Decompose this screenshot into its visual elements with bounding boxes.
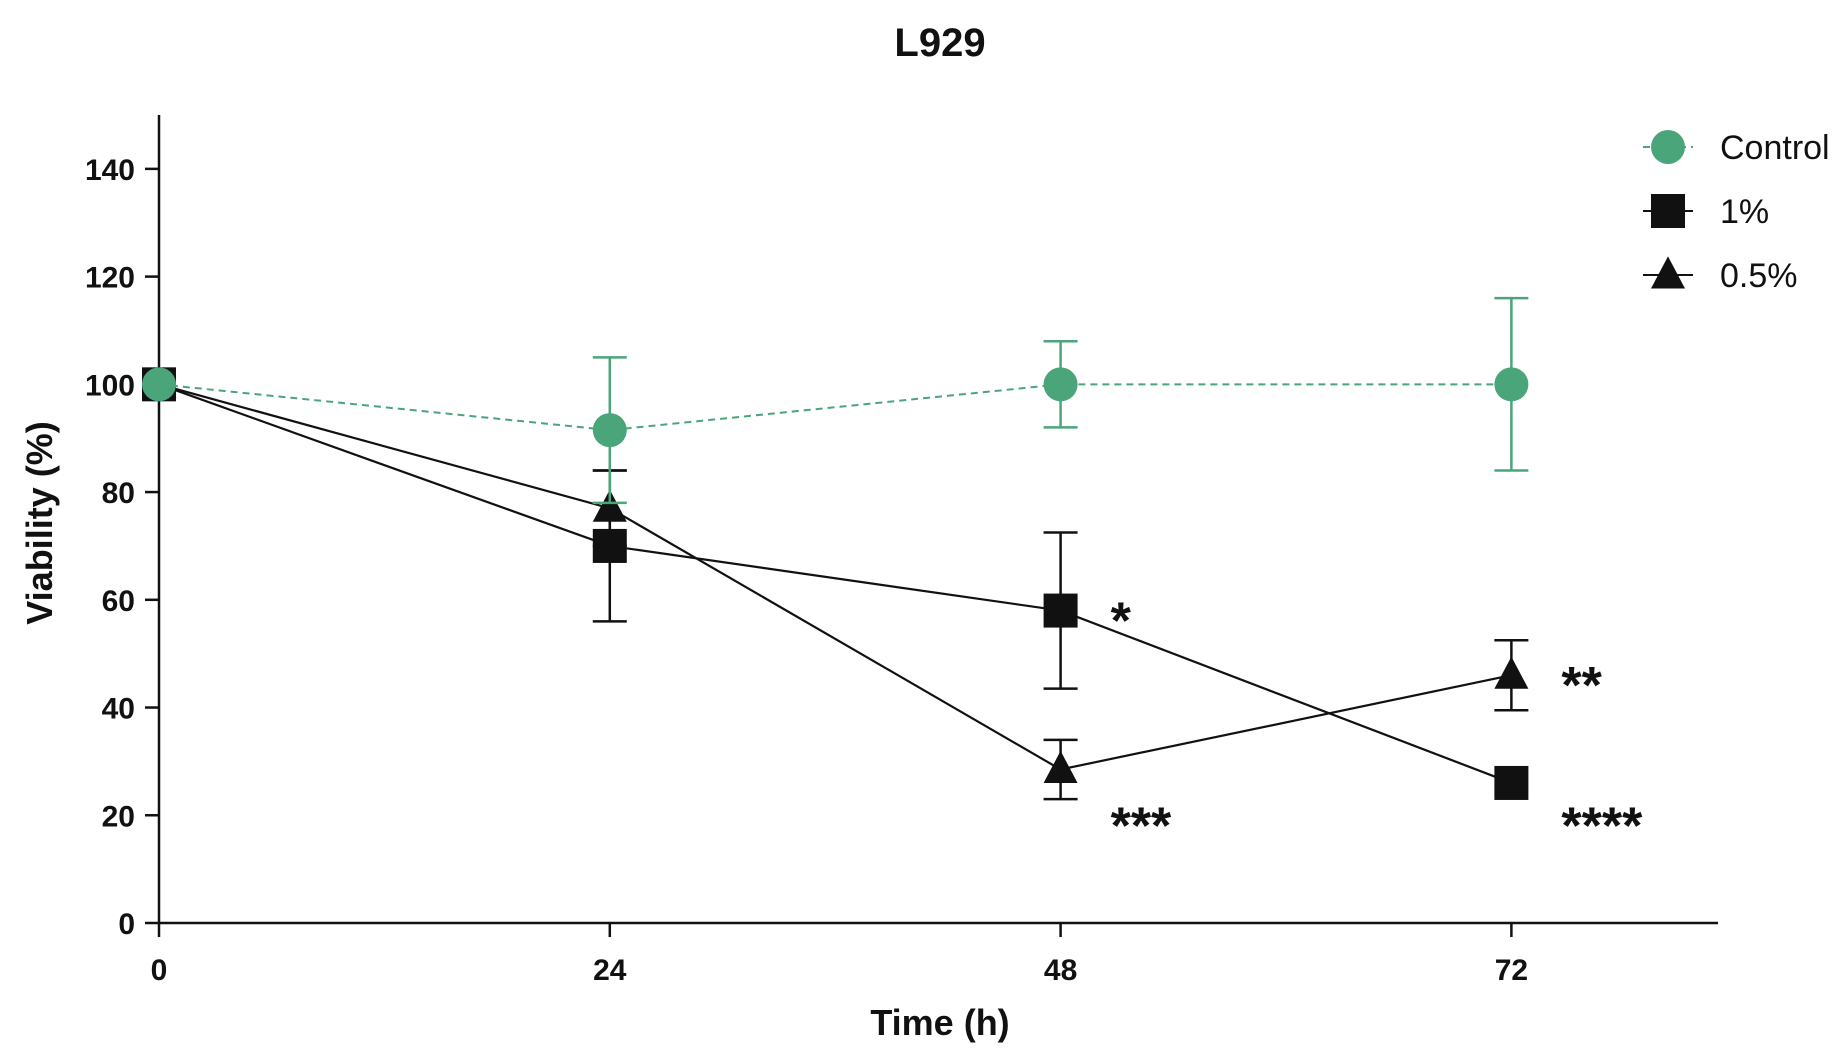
significance-marker: * — [1111, 593, 1132, 651]
x-tick-label: 0 — [151, 954, 168, 987]
legend-marker-control — [1651, 130, 1685, 164]
series-layer — [142, 296, 1529, 801]
data-point-control — [1043, 367, 1078, 402]
axes — [157, 115, 1718, 925]
significance-annotations: ********** — [1111, 593, 1644, 856]
y-tick-label: 20 — [102, 800, 135, 833]
y-tick-label: 80 — [102, 477, 135, 510]
x-tick-label: 72 — [1495, 954, 1528, 987]
legend: Control 1% 0.5% — [1643, 129, 1830, 295]
y-tick-label: 140 — [85, 154, 135, 187]
y-ticks: 0 20 40 60 80 100 120 140 — [85, 154, 159, 941]
x-tick-label: 48 — [1044, 954, 1077, 987]
significance-marker: *** — [1111, 797, 1172, 855]
data-point-control — [1494, 367, 1529, 402]
data-point-control — [592, 413, 627, 448]
legend-label: 0.5% — [1720, 257, 1798, 295]
series-line-1 — [158, 383, 1512, 784]
data-point-0-5 — [592, 489, 627, 522]
legend-marker-1 — [1651, 194, 1685, 228]
y-tick-label: 0 — [118, 908, 135, 941]
series-line-0-5 — [158, 383, 1512, 771]
legend-label: 1% — [1720, 193, 1769, 231]
y-tick-label: 120 — [85, 262, 135, 295]
legend-item-0-5: 0.5% — [1643, 256, 1798, 295]
series-control — [142, 296, 1529, 505]
legend-label: Control — [1720, 129, 1830, 167]
x-ticks: 0 24 48 72 — [151, 923, 1528, 987]
y-tick-label: 40 — [102, 693, 135, 726]
data-point-1 — [1043, 593, 1078, 628]
significance-marker: **** — [1561, 797, 1643, 855]
x-tick-label: 24 — [593, 954, 627, 987]
data-point-0-5 — [1494, 656, 1529, 689]
y-axis-label: Viability (%) — [19, 421, 60, 624]
chart-title: L929 — [894, 21, 985, 65]
series-line-control — [158, 383, 1512, 432]
data-point-control — [142, 367, 176, 402]
significance-marker: ** — [1561, 657, 1602, 715]
series-1 — [142, 367, 1529, 800]
data-point-0-5 — [1043, 750, 1078, 783]
x-axis-label: Time (h) — [870, 1002, 1009, 1043]
data-point-1 — [1494, 765, 1529, 800]
legend-item-1: 1% — [1643, 193, 1769, 231]
y-tick-label: 60 — [102, 585, 135, 618]
series-0-5 — [142, 365, 1529, 801]
y-tick-label: 100 — [85, 369, 135, 402]
legend-item-control: Control — [1643, 129, 1830, 167]
legend-marker-0-5 — [1651, 256, 1685, 289]
